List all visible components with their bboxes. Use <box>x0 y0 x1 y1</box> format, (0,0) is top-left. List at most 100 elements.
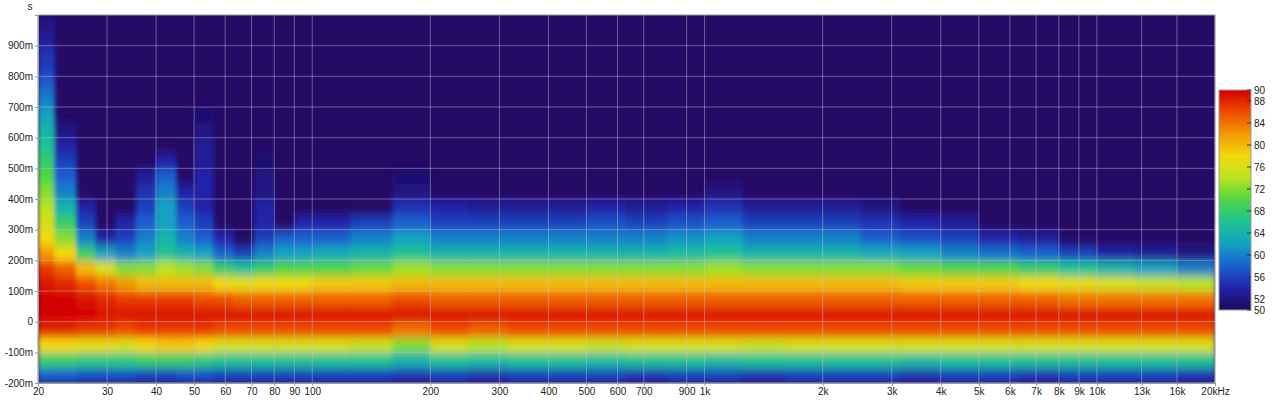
heatmap-cell <box>586 230 626 246</box>
heatmap-cell <box>785 322 824 338</box>
heatmap-cell <box>312 260 351 276</box>
heatmap-cell <box>861 214 901 230</box>
x-tick: 7k <box>1031 383 1043 397</box>
heatmap-cell <box>900 214 941 230</box>
heatmap-cell <box>1018 337 1059 353</box>
heatmap-cell <box>274 337 295 353</box>
plot-area <box>38 15 1215 383</box>
heatmap-cell <box>941 337 980 353</box>
heatmap-cell <box>1177 337 1215 353</box>
colorbar-tick-label: 52 <box>1254 294 1266 305</box>
heatmap-cell <box>38 368 55 383</box>
grid-line-y <box>38 45 1215 46</box>
heatmap-cell <box>667 337 706 353</box>
heatmap-cell <box>156 306 177 322</box>
heatmap-cell <box>785 230 824 246</box>
heatmap-cell <box>156 276 177 292</box>
heatmap-cell <box>38 245 55 261</box>
heatmap-cell <box>194 337 214 353</box>
y-tick-label: 0 <box>27 316 33 327</box>
heatmap-cell <box>95 368 116 383</box>
heatmap-cell <box>194 368 214 383</box>
heatmap-cell <box>548 352 587 368</box>
heatmap-cell <box>350 245 393 261</box>
x-tick-label: 900 <box>679 386 696 397</box>
heatmap-cell <box>1059 322 1098 338</box>
heatmap-cell <box>38 214 55 230</box>
heatmap-cell <box>941 245 980 261</box>
heatmap-cell <box>667 260 706 276</box>
y-tick: 700m <box>8 102 38 113</box>
x-tick-label: 50 <box>189 386 201 397</box>
heatmap-cell <box>979 276 1019 292</box>
heatmap-cell <box>626 337 667 353</box>
heatmap-cell <box>705 230 744 246</box>
x-tick: 1k <box>700 383 712 397</box>
heatmap-cell <box>705 214 744 230</box>
heatmap-cell <box>508 260 549 276</box>
heatmap-cell <box>254 368 275 383</box>
grid-line-y <box>38 199 1215 200</box>
heatmap-cell <box>54 306 76 322</box>
heatmap-cell <box>392 337 431 353</box>
heatmap-cell <box>76 276 96 292</box>
heatmap-cell <box>312 368 351 383</box>
heatmap-cell <box>38 322 55 338</box>
heatmap-cell <box>95 276 116 292</box>
heatmap-cell <box>254 322 275 338</box>
heatmap-cell <box>156 322 177 338</box>
heatmap-cell <box>274 276 295 292</box>
heatmap-cell <box>312 245 351 261</box>
heatmap-cell <box>38 337 55 353</box>
heatmap-cell <box>468 214 508 230</box>
heatmap-cell <box>213 230 234 246</box>
heatmap-cell <box>38 15 55 31</box>
heatmap-cell <box>941 230 980 246</box>
heatmap-cell <box>294 322 313 338</box>
colorbar-tick <box>1247 255 1251 256</box>
heatmap-cell <box>312 291 351 307</box>
heatmap-cell <box>38 46 55 62</box>
y-tick-mark <box>35 107 38 108</box>
x-tick-label: 80 <box>269 386 281 397</box>
heatmap-cell <box>1097 291 1136 307</box>
heatmap-cell <box>274 291 295 307</box>
heatmap-cell <box>430 291 469 307</box>
heatmap-cell <box>900 230 941 246</box>
chart: 2030405060708090100200300400500600700900… <box>0 0 1280 404</box>
y-tick-mark <box>35 46 38 47</box>
heatmap-cell <box>76 306 96 322</box>
x-tick-label: 300 <box>492 386 509 397</box>
heatmap-cell <box>54 352 76 368</box>
heatmap-cell <box>785 337 824 353</box>
x-tick-label: 400 <box>541 386 558 397</box>
heatmap-cell <box>176 214 195 230</box>
heatmap-cell <box>38 92 55 108</box>
heatmap-cell <box>508 368 549 383</box>
heatmap-cell <box>785 199 824 215</box>
x-tick: 30 <box>102 383 114 397</box>
heatmap-cell <box>667 276 706 292</box>
y-tick: 600m <box>8 132 38 143</box>
heatmap-cell <box>979 368 1019 383</box>
heatmap-cell <box>38 199 55 215</box>
heatmap-cell <box>176 199 195 215</box>
heatmap-cell <box>194 138 214 154</box>
heatmap-cell <box>136 214 157 230</box>
colorbar-tick <box>1247 189 1251 190</box>
heatmap-cell <box>626 214 667 230</box>
heatmap-cell <box>1097 306 1136 322</box>
heatmap-cell <box>743 306 786 322</box>
x-tick: 10k <box>1089 383 1106 397</box>
heatmap-cell <box>1059 337 1098 353</box>
heatmap-cell <box>1097 322 1136 338</box>
x-tick: 500 <box>579 383 596 397</box>
heatmap-cell <box>38 30 55 46</box>
heatmap-cell <box>54 291 76 307</box>
x-tick-label: 4k <box>936 386 948 397</box>
heatmap-cell <box>115 337 136 353</box>
heatmap-cell <box>54 138 76 154</box>
heatmap-cell <box>194 122 214 138</box>
heatmap-cell <box>900 368 941 383</box>
heatmap-cell <box>1177 306 1215 322</box>
